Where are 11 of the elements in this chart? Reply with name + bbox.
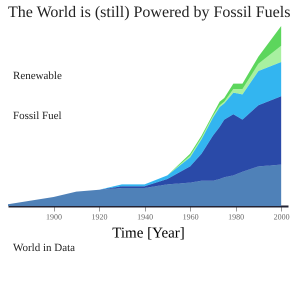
annotation: Renewable <box>13 70 62 82</box>
x-tick-label: 1960 <box>182 212 199 222</box>
x-axis-title: Time [Year] <box>112 226 185 242</box>
x-tick-label: 1940 <box>137 212 154 222</box>
x-tick-label: 1900 <box>46 212 62 222</box>
text: World in Data <box>13 242 76 254</box>
chart-title: The World is (still) Powered by Fossil Fuels <box>8 4 290 21</box>
annotation: Fossil Fuel <box>13 110 62 122</box>
x-tick-label: 2000 <box>274 212 290 222</box>
x-tick-label: 1980 <box>228 212 244 222</box>
x-tick-label: 1920 <box>92 212 108 222</box>
